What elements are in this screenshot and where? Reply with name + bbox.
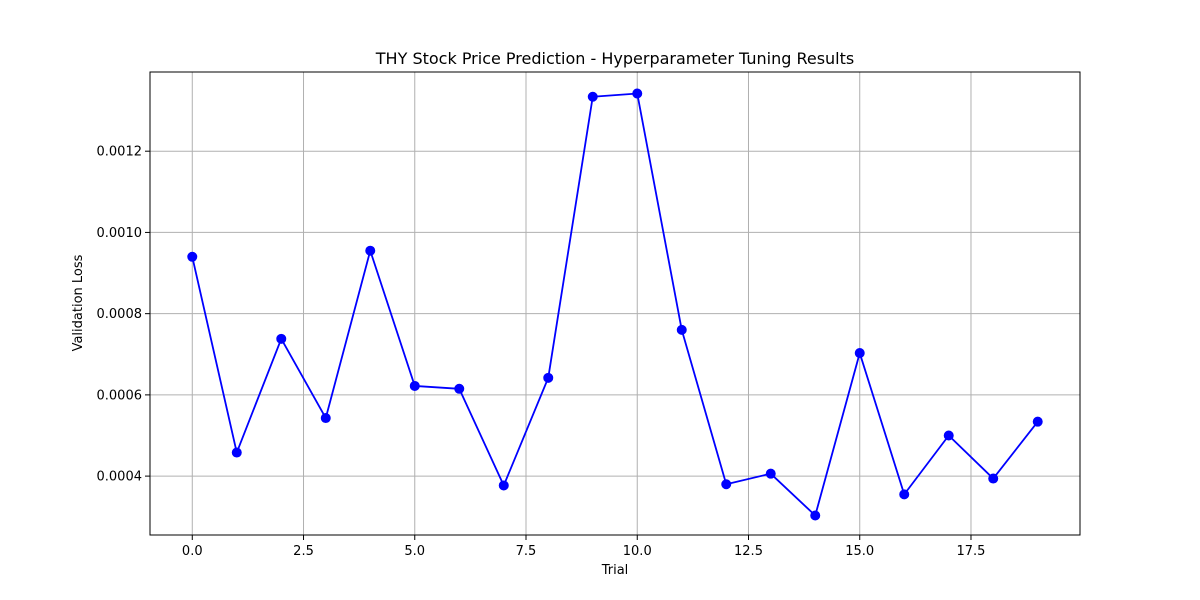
x-tick-label: 17.5 [957,544,986,559]
y-axis-label: Validation Loss [71,254,86,351]
chart-title: THY Stock Price Prediction - Hyperparame… [375,49,854,68]
data-point [454,383,465,394]
x-tick-label: 12.5 [734,544,763,559]
data-point [988,473,999,484]
x-tick-label: 5.0 [404,544,425,559]
grid-lines [150,72,1080,535]
y-tick-label: 0.0006 [97,388,143,403]
data-point [276,333,287,344]
x-tick-label: 10.0 [623,544,652,559]
data-point [543,372,554,383]
x-axis-ticks: 0.0 2.5 5.0 7.5 10.0 12.5 15.0 17.5 [182,535,986,559]
x-tick-label: 2.5 [293,544,314,559]
x-tick-label: 7.5 [516,544,537,559]
data-point [498,480,509,491]
y-tick-label: 0.0004 [97,470,143,485]
data-point [943,430,954,441]
data-point [721,479,732,490]
data-point [320,413,331,424]
data-point [854,348,865,359]
data-point [587,91,598,102]
series-line [191,92,1039,517]
plot-area-frame [149,71,1081,536]
data-point [810,510,821,521]
x-tick-label: 15.0 [845,544,874,559]
data-point [899,489,910,500]
data-point [231,447,242,458]
y-axis-ticks: 0.0004 0.0006 0.0008 0.0010 0.0012 [97,145,150,485]
data-point [1032,416,1043,427]
y-tick-label: 0.0010 [97,226,143,241]
data-point [409,380,420,391]
y-tick-label: 0.0008 [97,307,143,322]
data-point [676,324,687,335]
x-axis-label: Trial [601,563,629,578]
data-point [365,245,376,256]
data-point [765,468,776,479]
y-tick-label: 0.0012 [97,145,143,160]
x-tick-label: 0.0 [182,544,203,559]
data-point [632,88,643,99]
series-layer [187,88,1043,521]
data-point [187,251,198,262]
